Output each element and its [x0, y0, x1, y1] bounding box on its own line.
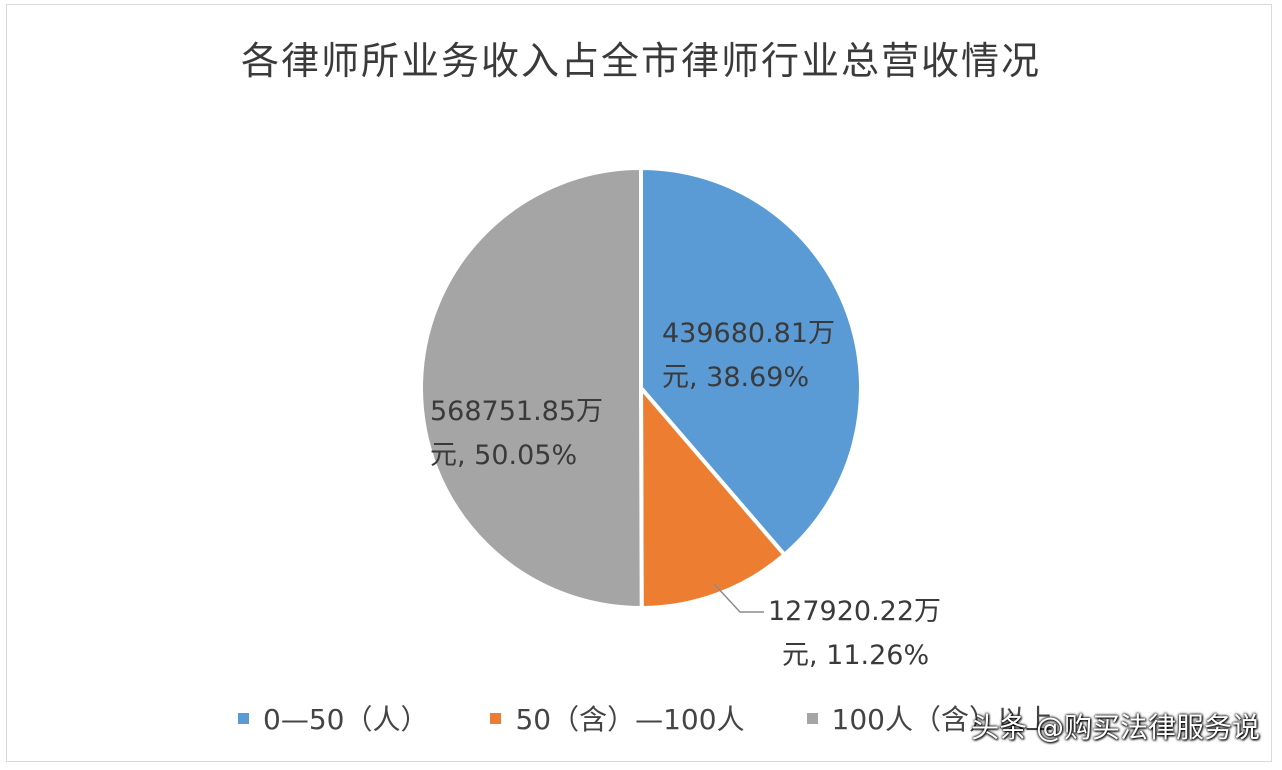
- pie-slice-1: [639, 165, 863, 558]
- pie-slice-2: [638, 382, 788, 611]
- legend-swatch: [806, 712, 818, 724]
- data-label-percent-2: 元, 11.26%: [782, 640, 929, 671]
- legend-item-1: 0—50（人）: [238, 698, 428, 738]
- legend-swatch: [238, 712, 249, 724]
- data-label-percent-3: 元, 50.05%: [430, 440, 577, 471]
- chart-title: 各律师所业务收入占全市律师行业总营收情况: [240, 39, 1041, 83]
- leader-line-2: [713, 583, 764, 613]
- data-label-percent-1: 元, 38.69%: [662, 362, 809, 393]
- data-label-value-2: 127920.22万: [768, 596, 941, 627]
- legend-label: 100人（含）以上: [831, 703, 1053, 736]
- data-label-value-3: 568751.85万: [430, 396, 603, 427]
- legend-label: 50（含）—100人: [515, 703, 745, 736]
- chart-legend: 0—50（人） 50（含）—100人 100人（含）以上: [238, 698, 1053, 738]
- pie-slice-3: [419, 165, 644, 610]
- data-label-value-1: 439680.81万: [662, 318, 835, 349]
- legend-label: 0—50（人）: [263, 703, 429, 736]
- legend-item-2: 50（含）—100人: [490, 698, 745, 738]
- watermark: 头条 @购买法律服务说: [971, 711, 1260, 744]
- legend-swatch: [490, 712, 502, 724]
- legend-item-3: 100人（含）以上: [806, 698, 1053, 738]
